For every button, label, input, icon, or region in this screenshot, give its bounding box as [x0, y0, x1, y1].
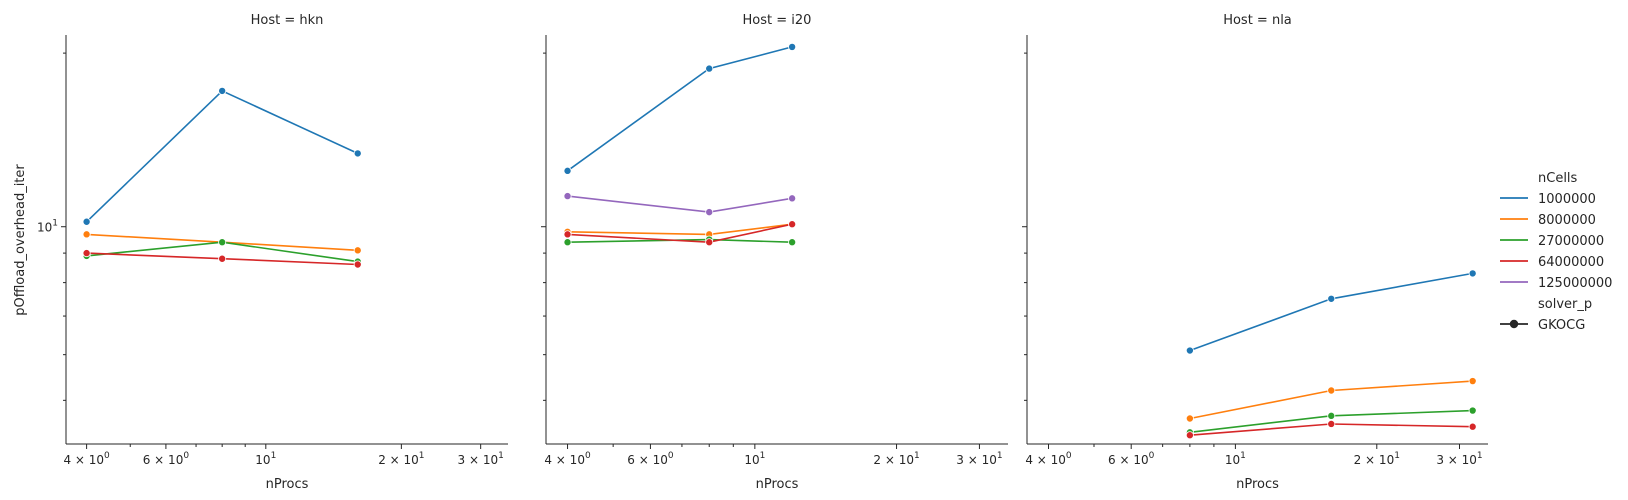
data-point-64000000: [1185, 431, 1194, 440]
data-point-8000000: [1468, 377, 1477, 386]
y-axis-label: pOffload_overhead_iter: [13, 164, 28, 316]
data-point-1000000: [1327, 294, 1336, 303]
data-point-1000000: [353, 149, 362, 158]
facet-title: Host = i20: [743, 13, 812, 28]
x-tick-label: 4 × 100: [544, 451, 591, 467]
facet-title: Host = hkn: [251, 13, 324, 28]
x-tick-label: 3 × 101: [956, 451, 1002, 467]
data-point-1000000: [788, 42, 797, 51]
x-tick-label: 3 × 101: [1436, 451, 1482, 467]
data-point-64000000: [1468, 422, 1477, 431]
x-tick-label: 2 × 101: [873, 451, 919, 467]
x-tick-label: 3 × 101: [458, 451, 504, 467]
data-point-27000000: [563, 238, 572, 247]
x-tick-label: 6 × 100: [143, 451, 190, 467]
data-point-1000000: [1185, 346, 1194, 355]
x-tick-label: 101: [744, 451, 765, 467]
x-axis-label: nProcs: [756, 477, 799, 492]
legend-title: nCells: [1538, 171, 1578, 186]
y-tick-label: 101: [37, 219, 58, 235]
legend-style-label: GKOCG: [1538, 318, 1585, 333]
data-point-125000000: [563, 192, 572, 201]
data-point-8000000: [1185, 414, 1194, 423]
facet-panel-0: Host = hkn 4 × 100 6 × 100 101 2 × 101 3 × 10…: [37, 13, 508, 492]
data-point-64000000: [705, 238, 714, 247]
data-point-64000000: [82, 249, 91, 258]
facet-panel-2: Host = nla 4 × 100 6 × 100 101 2 × 101 3 × 10…: [1022, 13, 1488, 492]
data-point-8000000: [1327, 386, 1336, 395]
legend-style-title: solver_p: [1538, 297, 1592, 312]
legend-label: 125000000: [1538, 276, 1612, 291]
data-point-1000000: [218, 86, 227, 95]
x-tick-label: 2 × 101: [378, 451, 424, 467]
series-line-1000000: [1189, 272, 1473, 352]
facet-title: Host = nla: [1223, 13, 1292, 28]
x-axis-label: nProcs: [1236, 477, 1279, 492]
data-point-64000000: [353, 260, 362, 269]
x-tick-label: 4 × 100: [1025, 451, 1072, 467]
data-point-27000000: [1468, 406, 1477, 415]
x-tick-label: 6 × 100: [627, 451, 674, 467]
x-tick-label: 6 × 100: [1108, 451, 1155, 467]
data-point-125000000: [788, 194, 797, 203]
series-line-125000000: [567, 195, 793, 213]
data-point-64000000: [218, 254, 227, 263]
x-axis-label: nProcs: [266, 477, 309, 492]
legend-label: 64000000: [1538, 255, 1604, 270]
data-point-1000000: [1468, 269, 1477, 278]
legend-label: 1000000: [1538, 192, 1596, 207]
data-point-27000000: [1327, 411, 1336, 420]
x-tick-label: 101: [255, 451, 276, 467]
data-point-8000000: [353, 246, 362, 255]
facet-panel-1: Host = i20 4 × 100 6 × 100 101 2 × 101 3 × 10…: [541, 13, 1008, 492]
data-point-27000000: [788, 238, 797, 247]
legend: nCells 1000000 8000000 27000000 64000000 1250…: [1500, 171, 1612, 333]
series-line-1000000: [86, 89, 359, 223]
data-point-125000000: [705, 208, 714, 217]
data-point-1000000: [705, 64, 714, 73]
data-point-8000000: [82, 230, 91, 239]
data-point-64000000: [788, 220, 797, 229]
data-point-64000000: [563, 230, 572, 239]
series-line-8000000: [567, 223, 793, 236]
legend-label: 8000000: [1538, 213, 1596, 228]
data-point-64000000: [1327, 419, 1336, 428]
legend-style-marker: [1509, 319, 1519, 329]
x-tick-label: 101: [1225, 451, 1246, 467]
x-tick-label: 4 × 100: [63, 451, 110, 467]
series-line-1000000: [567, 46, 793, 172]
x-tick-label: 2 × 101: [1354, 451, 1400, 467]
data-point-1000000: [82, 217, 91, 226]
data-point-27000000: [218, 238, 227, 247]
data-point-1000000: [563, 166, 572, 175]
legend-label: 27000000: [1538, 234, 1604, 249]
